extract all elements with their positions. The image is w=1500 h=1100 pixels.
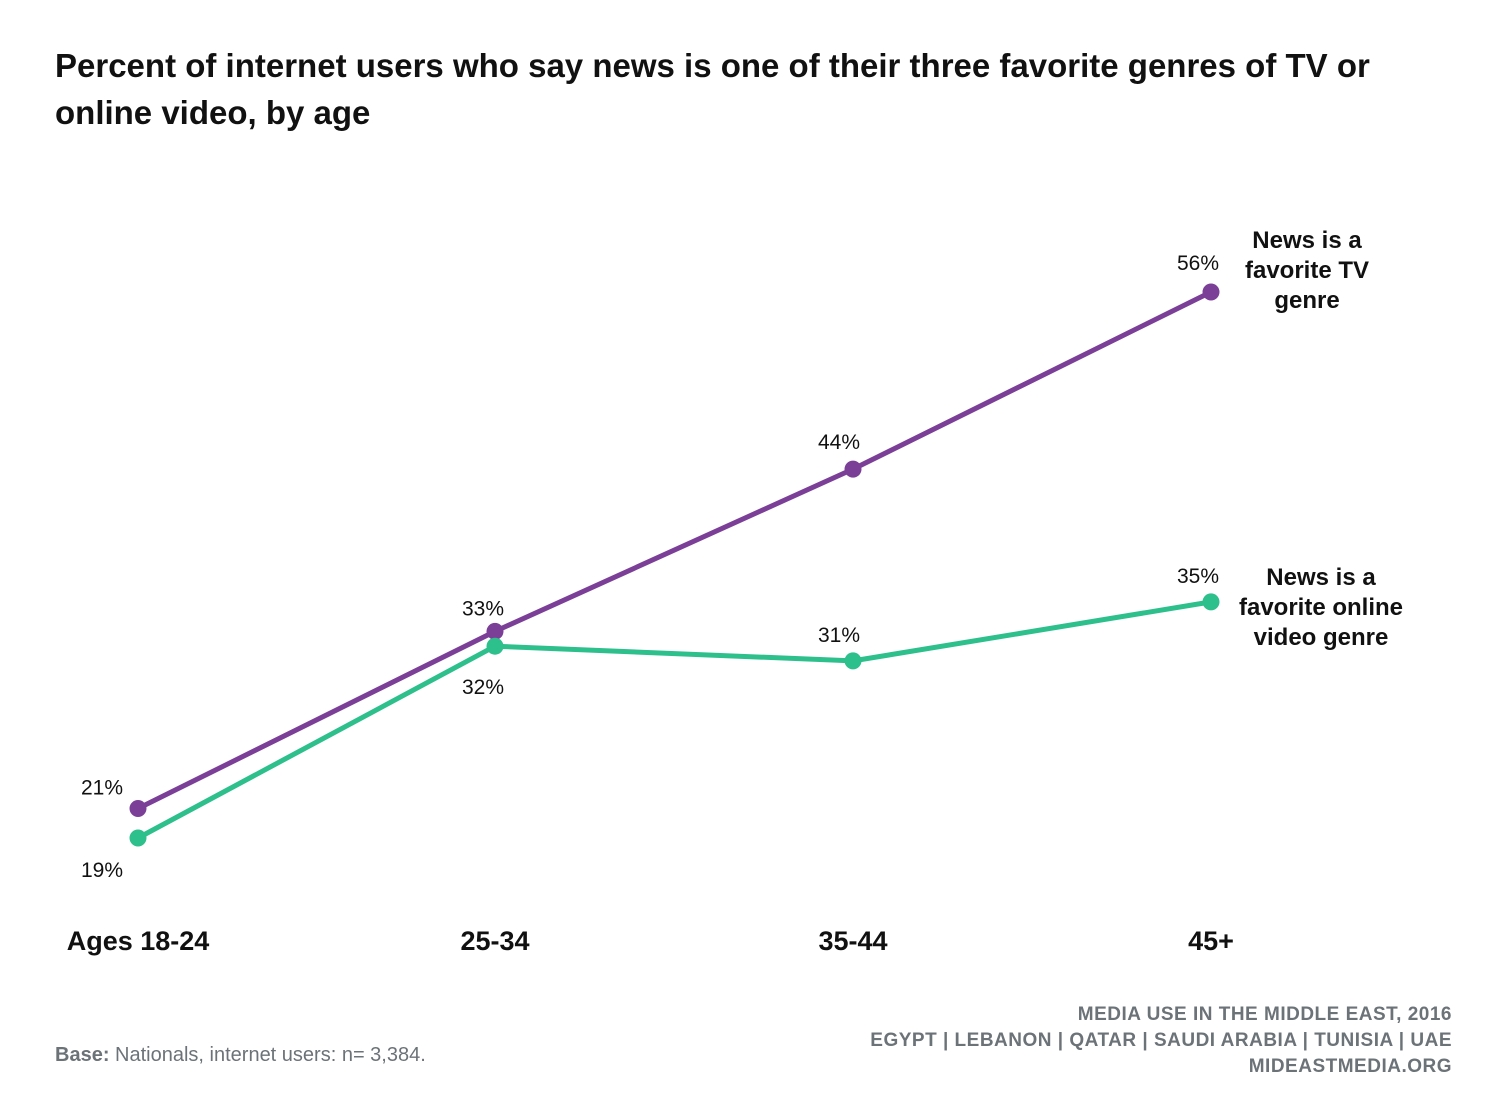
data-point — [486, 622, 504, 640]
data-label: 44% — [818, 431, 860, 454]
x-tick-label: 45+ — [1188, 926, 1234, 956]
series-label-line: genre — [1274, 287, 1339, 314]
data-label: 56% — [1177, 252, 1219, 275]
data-point — [1202, 283, 1220, 301]
series-line — [135, 599, 1214, 841]
data-label: 21% — [81, 777, 123, 800]
data-point — [844, 652, 862, 670]
data-point — [129, 800, 147, 817]
series-online-video-genre: 19% 32% 31% 35% News is a favorite online vide… — [81, 564, 1403, 882]
x-tick-label: 25-34 — [460, 926, 529, 956]
series-label: News is a favorite online video genre — [1239, 564, 1403, 651]
data-label: 32% — [462, 676, 504, 699]
series-label-line: favorite TV — [1245, 257, 1369, 284]
source-credit: MEDIA USE IN THE MIDDLE EAST, 2016 EGYPT… — [870, 1002, 1452, 1080]
base-note: Base: Nationals, internet users: n= 3,38… — [55, 1044, 426, 1067]
x-tick-label: Ages 18-24 — [67, 926, 210, 956]
series-label: News is a favorite TV genre — [1245, 227, 1369, 314]
data-label: 35% — [1177, 565, 1219, 588]
data-point — [844, 460, 862, 478]
source-line-survey: MEDIA USE IN THE MIDDLE EAST, 2016 — [1077, 1004, 1452, 1025]
data-label: 33% — [462, 597, 504, 620]
series-label-line: News is a — [1252, 227, 1362, 254]
x-tick-label: 35-44 — [818, 926, 887, 956]
data-label: 31% — [818, 624, 860, 647]
series-label-line: News is a — [1266, 564, 1376, 591]
base-note-text: Nationals, internet users: n= 3,384. — [109, 1044, 426, 1066]
series-label-line: video genre — [1254, 624, 1389, 651]
data-label: 19% — [81, 859, 123, 882]
data-point — [486, 637, 504, 655]
series-line — [135, 289, 1214, 811]
source-line-website: MIDEASTMEDIA.ORG — [1248, 1056, 1452, 1077]
data-point — [1202, 593, 1220, 611]
data-point — [129, 829, 147, 847]
chart-title: Percent of internet users who say news i… — [55, 47, 1370, 131]
series-label-line: favorite online — [1239, 594, 1403, 621]
source-line-countries: EGYPT | LEBANON | QATAR | SAUDI ARABIA |… — [870, 1030, 1452, 1051]
base-note-label: Base: — [55, 1044, 110, 1066]
x-axis: Ages 18-24 25-34 35-44 45+ — [67, 926, 1234, 956]
series-tv-genre: 21% 33% 44% 56% News is a favorite TV genre — [81, 227, 1369, 817]
